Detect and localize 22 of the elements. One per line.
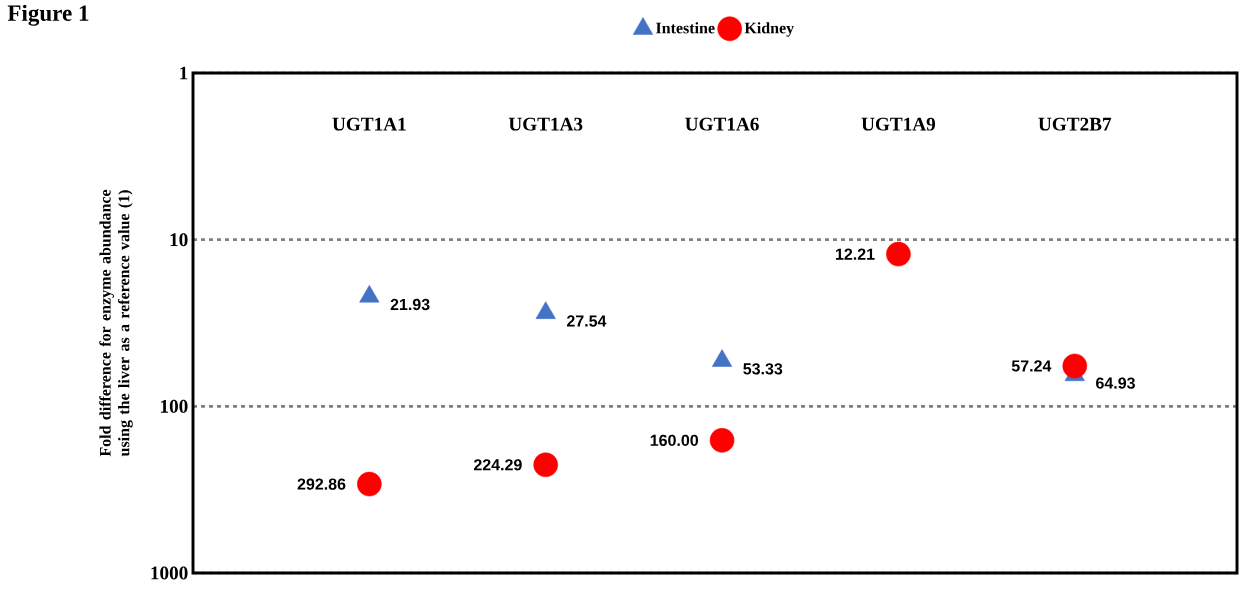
x-tick-label: UGT1A3 (508, 117, 583, 131)
legend-label: Kidney (744, 22, 794, 37)
x-tick-label: UGT1A6 (685, 117, 759, 131)
y-tick-label: 1000 (151, 566, 188, 580)
data-label: 12.21 (836, 248, 875, 260)
y-tick-label: 100 (161, 399, 188, 413)
data-label: 292.86 (297, 478, 346, 490)
data-label: 160.00 (650, 434, 699, 447)
x-tick-label: UGT1A9 (861, 117, 936, 131)
y-tick-label: 10 (170, 233, 188, 247)
legend-label: Intestine (656, 22, 715, 34)
data-label: 224.29 (473, 459, 522, 471)
y-axis-title: Fold difference for enzyme abundance using the liver as a reference value (1) (99, 189, 133, 457)
y-tick-label: 1 (180, 66, 188, 80)
data-label: 27.54 (566, 315, 607, 327)
x-tick-label: UGT1A1 (332, 117, 406, 131)
data-label: 64.93 (1096, 377, 1135, 389)
data-label: 21.93 (390, 298, 430, 311)
data-label: 53.33 (743, 363, 783, 375)
data-label: 57.24 (1011, 360, 1052, 372)
chart-title: Figure 1 (7, 4, 89, 26)
x-tick-label: UGT2B7 (1038, 117, 1112, 131)
